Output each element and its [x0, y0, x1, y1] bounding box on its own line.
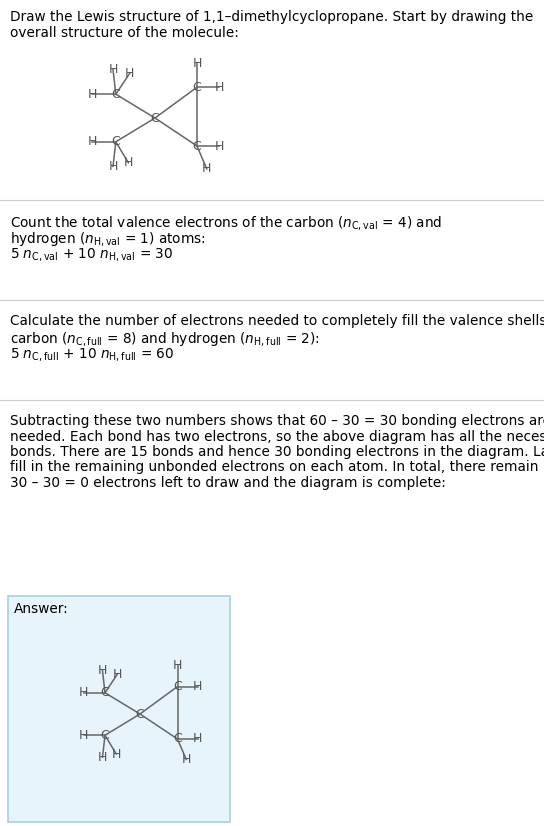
Text: C: C [193, 140, 201, 153]
Text: C: C [101, 686, 109, 700]
Text: H: H [193, 57, 202, 70]
Text: C: C [173, 680, 182, 693]
Text: bonds. There are 15 bonds and hence 30 bonding electrons in the diagram. Lastly,: bonds. There are 15 bonds and hence 30 b… [10, 445, 544, 459]
Text: H: H [123, 156, 133, 169]
Text: C: C [151, 112, 159, 125]
Text: C: C [112, 88, 120, 101]
Text: C: C [173, 733, 182, 746]
Text: carbon ($n_\mathrm{C,full}$ = 8) and hydrogen ($n_\mathrm{H,full}$ = 2):: carbon ($n_\mathrm{C,full}$ = 8) and hyd… [10, 330, 320, 348]
Text: H: H [88, 88, 97, 101]
Text: H: H [79, 729, 89, 742]
Text: needed. Each bond has two electrons, so the above diagram has all the necessary: needed. Each bond has two electrons, so … [10, 430, 544, 444]
Text: H: H [215, 140, 224, 153]
Text: fill in the remaining unbonded electrons on each atom. In total, there remain: fill in the remaining unbonded electrons… [10, 461, 539, 474]
Text: hydrogen ($n_\mathrm{H,val}$ = 1) atoms:: hydrogen ($n_\mathrm{H,val}$ = 1) atoms: [10, 230, 206, 248]
Text: H: H [88, 135, 97, 149]
Text: H: H [108, 160, 118, 173]
Text: H: H [193, 733, 202, 746]
Text: C: C [101, 729, 109, 742]
Text: H: H [215, 81, 224, 93]
Text: overall structure of the molecule:: overall structure of the molecule: [10, 26, 239, 40]
Text: C: C [193, 81, 201, 93]
Text: H: H [108, 63, 118, 76]
Text: H: H [202, 163, 212, 175]
Text: H: H [112, 748, 121, 761]
Text: H: H [173, 659, 182, 672]
Bar [8, 596, 230, 822]
Text: C: C [135, 708, 144, 720]
Text: H: H [193, 680, 202, 693]
Text: Subtracting these two numbers shows that 60 – 30 = 30 bonding electrons are: Subtracting these two numbers shows that… [10, 414, 544, 428]
Text: Count the total valence electrons of the carbon ($n_\mathrm{C,val}$ = 4) and: Count the total valence electrons of the… [10, 214, 442, 232]
Text: H: H [125, 67, 134, 79]
Text: 5 $n_\mathrm{C,val}$ + 10 $n_\mathrm{H,val}$ = 30: 5 $n_\mathrm{C,val}$ + 10 $n_\mathrm{H,v… [10, 246, 173, 263]
Text: Calculate the number of electrons needed to completely fill the valence shells f: Calculate the number of electrons needed… [10, 314, 544, 328]
Text: H: H [79, 686, 89, 700]
Text: H: H [98, 751, 107, 764]
Text: H: H [182, 753, 191, 766]
Text: Draw the Lewis structure of 1,1–dimethylcyclopropane. Start by drawing the: Draw the Lewis structure of 1,1–dimethyl… [10, 10, 533, 24]
Text: Answer:: Answer: [14, 602, 69, 616]
Text: 5 $n_\mathrm{C,full}$ + 10 $n_\mathrm{H,full}$ = 60: 5 $n_\mathrm{C,full}$ + 10 $n_\mathrm{H,… [10, 346, 174, 363]
Text: H: H [98, 664, 107, 677]
Text: C: C [112, 135, 120, 149]
Text: H: H [113, 667, 122, 681]
Text: 30 – 30 = 0 electrons left to draw and the diagram is complete:: 30 – 30 = 0 electrons left to draw and t… [10, 476, 446, 490]
